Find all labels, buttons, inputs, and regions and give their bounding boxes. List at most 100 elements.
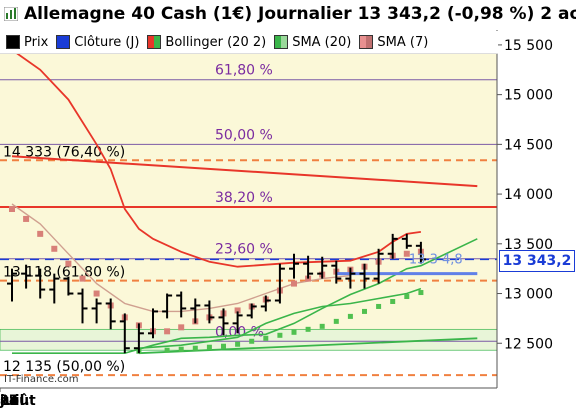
x-tick-label: 18 — [0, 393, 18, 409]
sma7-point — [291, 280, 297, 287]
sma20-point — [263, 335, 269, 341]
level-label: 14 333 (76,40 %) — [3, 144, 125, 160]
legend-swatch-bollinger — [147, 35, 162, 49]
ohlc-bar — [401, 233, 412, 249]
sma7-point — [164, 328, 171, 335]
ohlc-bar — [373, 248, 384, 284]
legend-label-bollinger: Bollinger (20 2) — [165, 34, 267, 50]
legend-swatch-cloture — [56, 35, 71, 49]
ohlc-bar — [77, 288, 88, 324]
legend-item-cloture[interactable]: Clôture (J) — [56, 35, 139, 50]
ohlc-bar — [260, 295, 271, 312]
ohlc-bar — [345, 267, 356, 289]
y-tick-label: 15 500 — [504, 38, 553, 54]
sma7-point — [79, 275, 86, 282]
sma7-point — [37, 230, 44, 237]
ohlc-bar — [7, 268, 17, 302]
ohlc-bar — [331, 260, 342, 284]
ohlc-bar — [63, 276, 74, 296]
sma20-point — [319, 323, 325, 329]
legend-swatch-sma20 — [274, 35, 289, 49]
sma20-point — [390, 298, 396, 304]
sma20-point — [249, 338, 255, 344]
sma20-point — [376, 303, 382, 309]
sma7-point — [9, 206, 15, 212]
legend-item-sma7[interactable]: SMA (7) — [359, 35, 428, 50]
ohlc-bar — [387, 233, 398, 259]
sma20-point — [418, 290, 424, 296]
ohlc-bar — [289, 253, 299, 279]
chart-icon — [4, 7, 18, 21]
x-tick-label: 21 — [0, 393, 18, 409]
sma20-point — [404, 294, 410, 300]
legend-label-cloture: Clôture (J) — [74, 34, 140, 50]
sma20-point — [277, 332, 283, 338]
fib-label: 23,60 % — [215, 242, 273, 258]
sma20-point — [192, 345, 198, 351]
chart-title-bar: Allemagne 40 Cash (1€) Journalier 13 343… — [0, 0, 576, 30]
sma20-point — [362, 308, 367, 314]
sma7-point — [403, 250, 410, 257]
sma7-point — [234, 307, 241, 314]
sma20-line — [138, 287, 422, 349]
sma20-point — [235, 341, 241, 347]
legend-item-bollinger[interactable]: Bollinger (20 2) — [147, 35, 266, 50]
x-tick-label: 27 — [0, 393, 18, 409]
x-tick-label: 28 — [0, 393, 18, 409]
legend-bar: Prix Clôture (J) Bollinger (20 2) SMA (2… — [0, 31, 498, 54]
red-trend-line — [11, 155, 478, 188]
ohlc-bar — [274, 263, 285, 304]
last-price-tag: 13 343,2 — [499, 250, 575, 272]
sma7-point — [65, 260, 72, 267]
x-tick-label: 11 — [0, 393, 18, 409]
x-tick-label: 04 — [0, 393, 18, 409]
ohlc-bar — [133, 323, 144, 354]
legend-label-prix: Prix — [24, 34, 49, 50]
ohlc-bar — [317, 256, 328, 279]
y-tick-label: 12 500 — [504, 336, 553, 352]
ohlc-bar — [148, 308, 158, 339]
sma7-point — [178, 324, 185, 331]
chart-title: Allemagne 40 Cash (1€) Journalier 13 343… — [24, 4, 576, 24]
ohlc-bar — [162, 293, 173, 319]
ohlc-bar — [359, 263, 370, 289]
sma20-point — [347, 313, 353, 319]
y-tick-label: 13 500 — [504, 237, 553, 253]
legend-swatch-prix — [6, 35, 20, 49]
ohlc-bar — [119, 313, 130, 354]
y-tick-label: 13 000 — [504, 287, 553, 303]
legend-label-sma7: SMA (7) — [377, 34, 429, 50]
x-axis-panel — [0, 388, 576, 415]
ohlc-bar — [176, 291, 187, 318]
legend-item-sma20[interactable]: SMA (20) — [274, 35, 351, 50]
y-axis-panel — [497, 30, 576, 388]
level-label: 13 118 (61,80 %) — [3, 265, 125, 281]
fib-label: 38,20 % — [215, 190, 273, 206]
sma7-point — [23, 215, 30, 222]
sma20-point — [333, 318, 339, 324]
ohlc-bar — [415, 241, 426, 264]
x-tick-label: 25 — [0, 393, 18, 409]
x-tick-label: 14 — [0, 393, 18, 409]
sma20-point — [221, 343, 226, 349]
sma7-point — [51, 245, 58, 252]
ohlc-bar — [246, 303, 257, 319]
sma20-point — [164, 347, 170, 353]
sma20-point — [305, 326, 311, 332]
ohlc-bar — [35, 268, 46, 299]
ohlc-bar — [105, 298, 116, 330]
level-label: 12 135 (50,00 %) — [3, 359, 125, 375]
x-tick-label: 05 — [0, 393, 18, 409]
ohlc-bar — [303, 255, 314, 279]
x-tick-label: 07 — [0, 393, 18, 409]
sma20-point — [206, 344, 212, 350]
fib-label: 0,00 % — [215, 324, 264, 340]
ohlc-bar — [204, 300, 215, 324]
ohlc-bar — [91, 298, 102, 324]
x-tick-label: août — [0, 393, 36, 409]
sma20-point — [291, 329, 297, 335]
legend-item-prix[interactable]: Prix — [6, 35, 48, 50]
fib-label: 61,80 % — [215, 63, 273, 79]
trend-annotation: 13 3 4,8 — [409, 253, 463, 268]
